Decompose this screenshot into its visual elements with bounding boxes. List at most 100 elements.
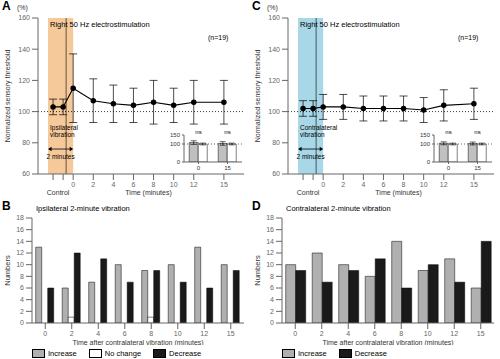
svg-text:4: 4 (96, 330, 100, 337)
svg-text:10: 10 (174, 330, 182, 337)
svg-text:18: 18 (16, 214, 24, 221)
svg-text:2 minutes: 2 minutes (47, 153, 76, 160)
svg-text:8: 8 (149, 330, 153, 337)
svg-text:60: 60 (272, 170, 280, 177)
svg-text:ns: ns (224, 129, 230, 135)
svg-text:Control: Control (297, 189, 320, 196)
svg-text:2: 2 (320, 330, 324, 337)
svg-text:160: 160 (18, 14, 30, 21)
svg-text:100: 100 (170, 141, 181, 147)
svg-text:120: 120 (268, 77, 280, 84)
svg-text:0: 0 (447, 165, 451, 171)
svg-text:10: 10 (16, 261, 24, 268)
svg-text:15: 15 (470, 181, 478, 188)
svg-text:Numbers: Numbers (253, 255, 262, 286)
svg-text:16: 16 (266, 226, 274, 233)
svg-text:4: 4 (111, 181, 115, 188)
svg-text:10: 10 (266, 261, 274, 268)
svg-text:160: 160 (268, 14, 280, 21)
svg-text:2: 2 (20, 308, 24, 315)
svg-text:15: 15 (477, 330, 485, 337)
svg-text:12: 12 (190, 181, 198, 188)
svg-text:2: 2 (270, 308, 274, 315)
svg-text:2 minutes: 2 minutes (297, 153, 326, 160)
svg-text:6: 6 (382, 181, 386, 188)
svg-text:Normalized sensory threshold: Normalized sensory threshold (254, 50, 262, 143)
svg-text:vibration: vibration (300, 131, 325, 138)
svg-text:12: 12 (450, 330, 458, 337)
svg-text:ns: ns (195, 129, 201, 135)
svg-text:0: 0 (71, 181, 75, 188)
svg-text:8: 8 (270, 273, 274, 280)
svg-text:60: 60 (22, 170, 30, 177)
svg-text:vibration: vibration (50, 131, 75, 138)
svg-text:2: 2 (91, 181, 95, 188)
svg-text:10: 10 (420, 181, 428, 188)
svg-text:12: 12 (200, 330, 208, 337)
svg-text:120: 120 (18, 77, 30, 84)
svg-text:6: 6 (20, 284, 24, 291)
svg-text:Time after contralateral vibra: Time after contralateral vibration (minu… (322, 339, 453, 345)
svg-text:0: 0 (427, 159, 431, 165)
svg-text:4: 4 (270, 296, 274, 303)
svg-text:15: 15 (474, 165, 481, 171)
html-text:A: A (2, 0, 11, 13)
svg-text:12: 12 (440, 181, 448, 188)
svg-text:14: 14 (266, 238, 274, 245)
svg-text:15: 15 (227, 330, 235, 337)
svg-text:10: 10 (424, 330, 432, 337)
svg-text:150: 150 (420, 132, 431, 138)
svg-text:140: 140 (18, 46, 30, 53)
svg-text:80: 80 (22, 139, 30, 146)
svg-text:15: 15 (220, 181, 228, 188)
svg-text:15: 15 (224, 165, 231, 171)
html-text:Decrease: Decrease (354, 348, 387, 358)
svg-text:16: 16 (16, 226, 24, 233)
svg-text:4: 4 (20, 296, 24, 303)
svg-text:150: 150 (170, 132, 181, 138)
svg-text:12: 12 (16, 249, 24, 256)
svg-text:10: 10 (170, 181, 178, 188)
html-text:Increase: Increase (48, 348, 77, 358)
svg-text:0: 0 (43, 330, 47, 337)
svg-text:2: 2 (70, 330, 74, 337)
svg-text:140: 140 (268, 46, 280, 53)
svg-text:0: 0 (293, 330, 297, 337)
svg-text:6: 6 (123, 330, 127, 337)
svg-text:0: 0 (20, 319, 24, 326)
html-text:No change: No change (104, 348, 142, 358)
svg-text:0: 0 (197, 165, 201, 171)
svg-text:6: 6 (132, 181, 136, 188)
svg-text:6: 6 (373, 330, 377, 337)
svg-text:4: 4 (346, 330, 350, 337)
svg-text:Numbers: Numbers (8, 255, 12, 286)
svg-text:Normalized sensory threshold: Normalized sensory threshold (8, 50, 12, 143)
svg-text:100: 100 (18, 108, 30, 115)
svg-text:8: 8 (402, 181, 406, 188)
svg-text:0: 0 (270, 319, 274, 326)
svg-text:14: 14 (16, 238, 24, 245)
svg-text:8: 8 (399, 330, 403, 337)
svg-text:2: 2 (341, 181, 345, 188)
svg-text:Control: Control (47, 189, 70, 196)
svg-text:Time (minutes): Time (minutes) (375, 189, 421, 197)
svg-text:8: 8 (152, 181, 156, 188)
svg-text:0: 0 (177, 159, 181, 165)
svg-text:18: 18 (266, 214, 274, 221)
svg-text:Time after contralateral vibra: Time after contralateral vibration (minu… (72, 339, 203, 345)
html-text:Increase: Increase (298, 348, 327, 358)
svg-text:Time (minutes): Time (minutes) (125, 189, 171, 197)
svg-text:100: 100 (420, 141, 431, 147)
svg-text:12: 12 (266, 249, 274, 256)
svg-text:80: 80 (272, 139, 280, 146)
svg-text:0: 0 (321, 181, 325, 188)
svg-text:ns: ns (445, 129, 451, 135)
svg-text:4: 4 (361, 181, 365, 188)
svg-text:100: 100 (268, 108, 280, 115)
svg-text:6: 6 (270, 284, 274, 291)
html-text:Decrease: Decrease (169, 348, 202, 358)
svg-text:Contralateral: Contralateral (300, 124, 338, 131)
svg-text:Ipsilateral: Ipsilateral (50, 124, 78, 132)
svg-text:ns: ns (474, 129, 480, 135)
svg-text:8: 8 (20, 273, 24, 280)
